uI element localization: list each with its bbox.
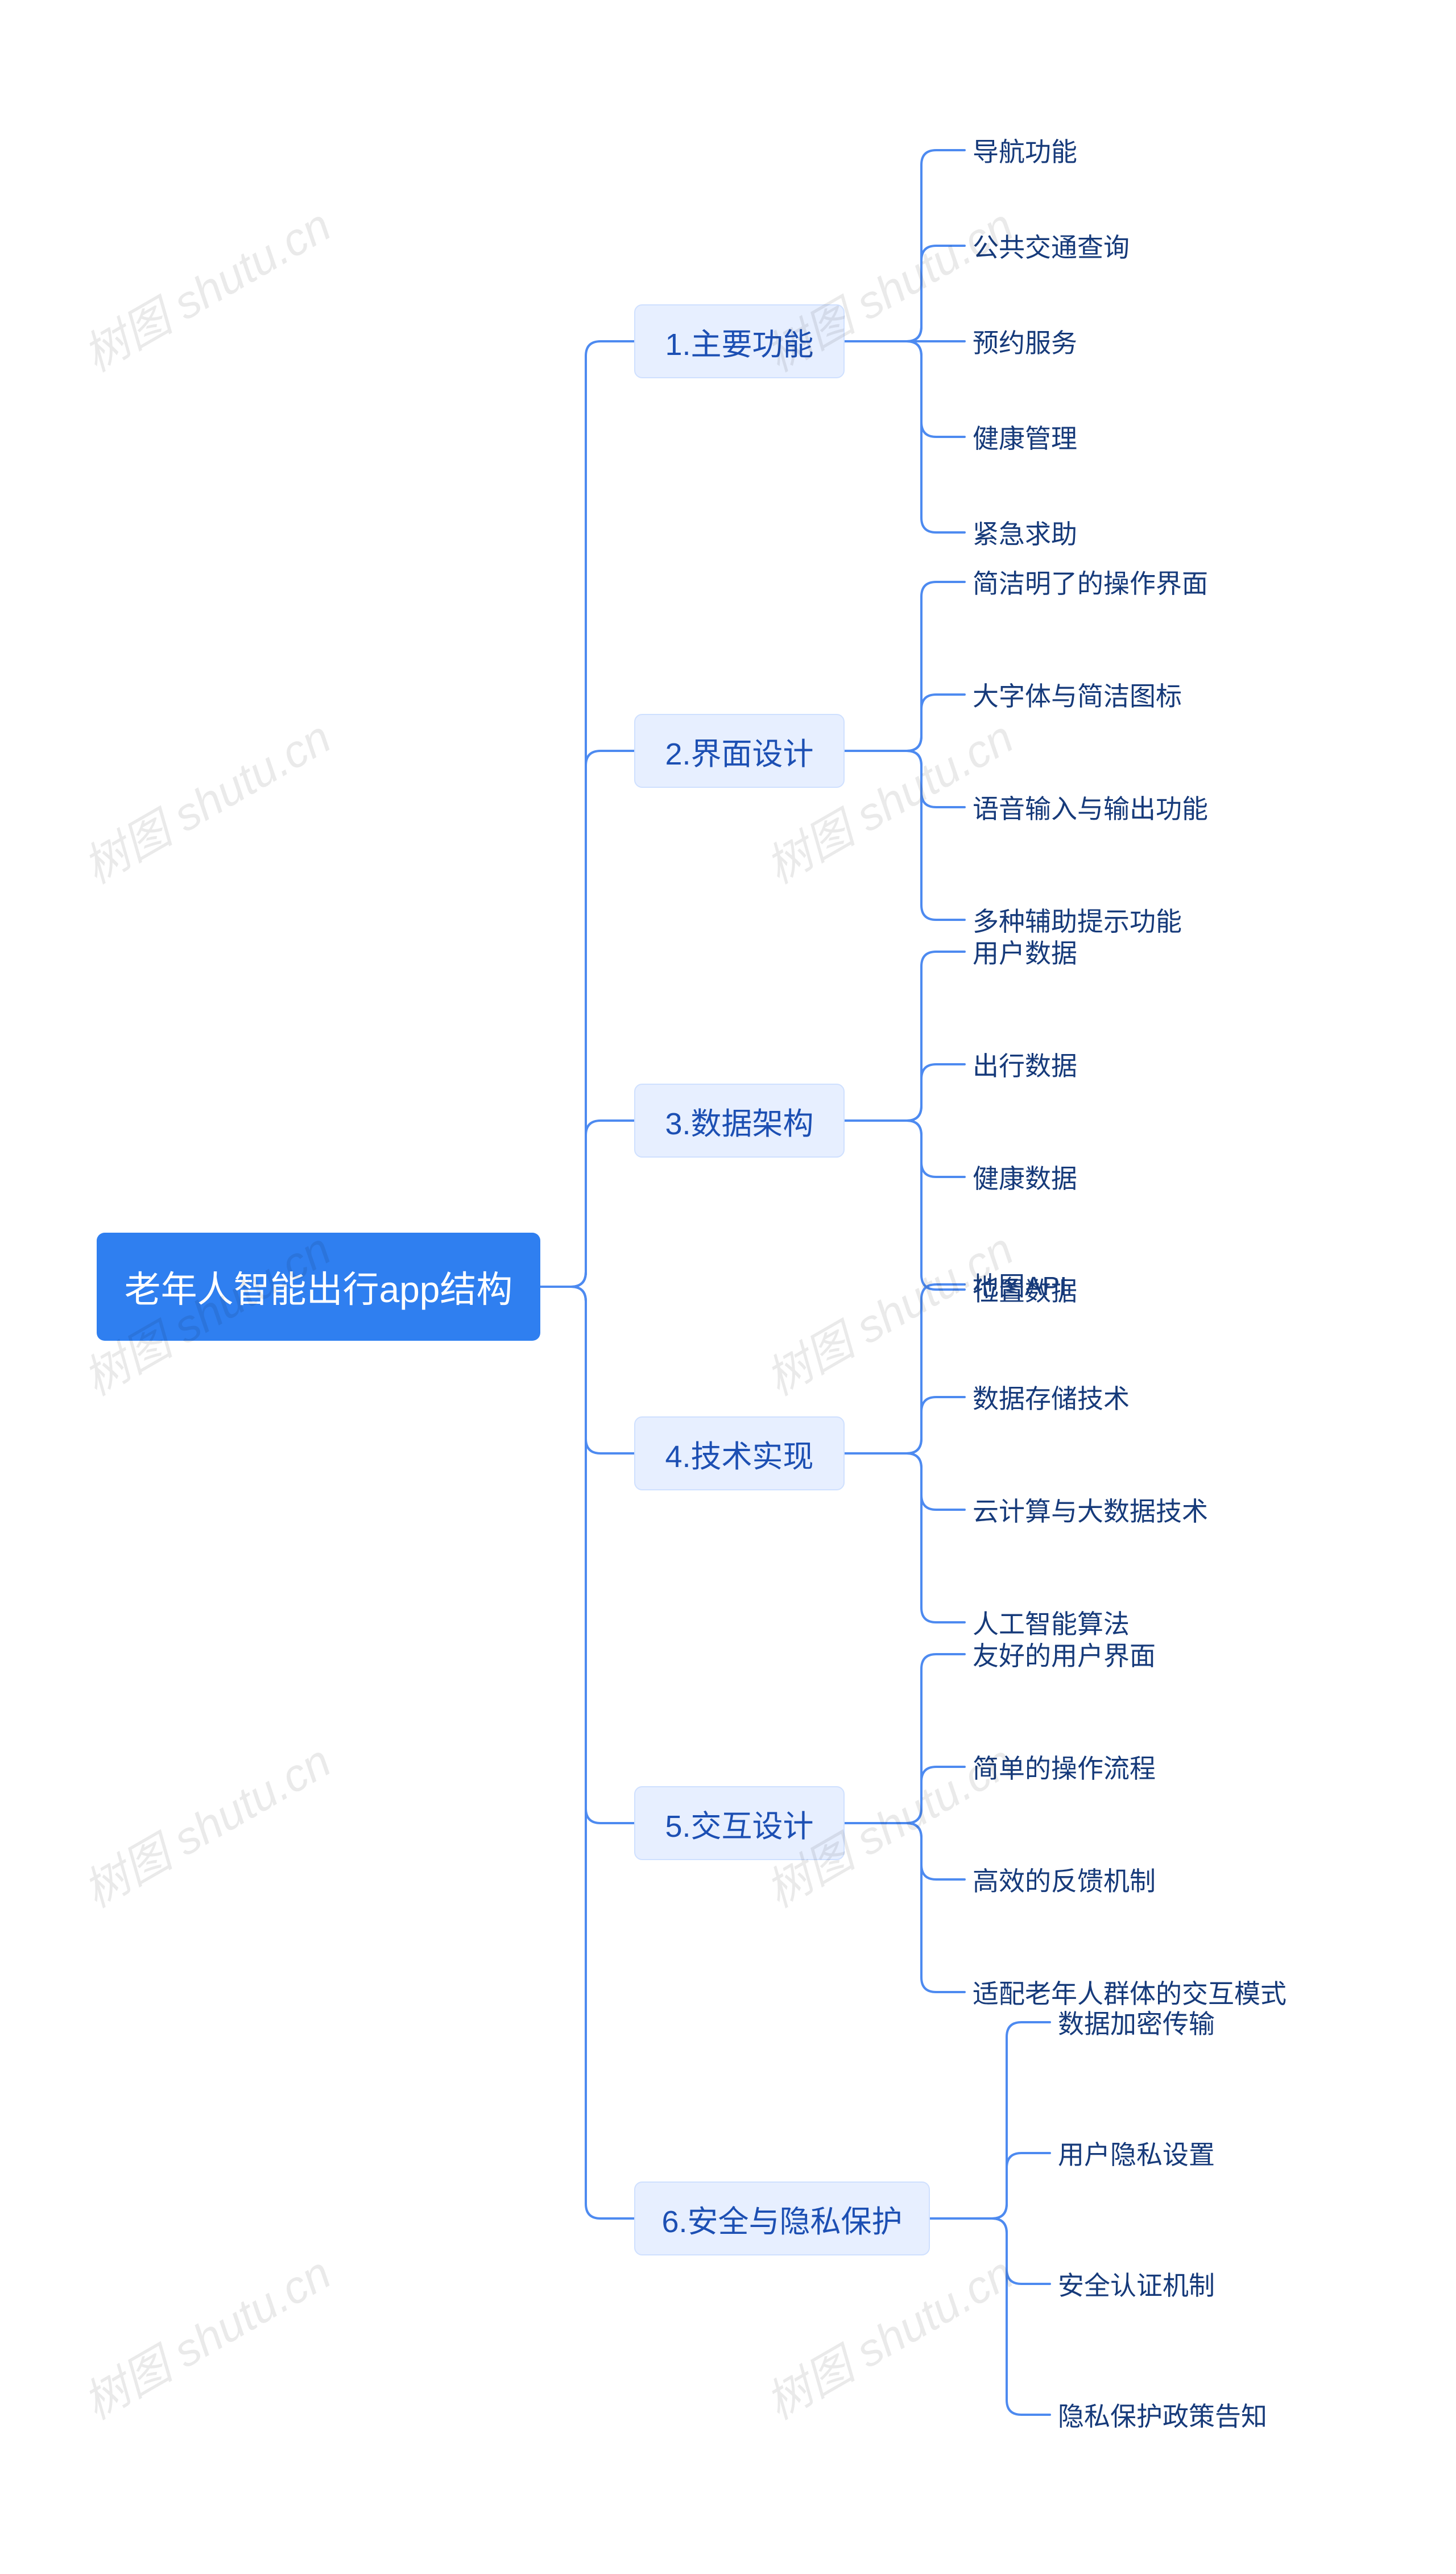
connector-path <box>845 1064 965 1121</box>
leaf-node: 数据存储技术 <box>973 1380 1130 1414</box>
leaf-node: 大字体与简洁图标 <box>973 677 1182 712</box>
leaf-node: 用户数据 <box>973 935 1077 969</box>
leaf-node: 人工智能算法 <box>973 1605 1130 1639</box>
connector-path <box>845 1823 965 1879</box>
mindmap-stage: 老年人智能出行app结构 1.主要功能 导航功能公共交通查询预约服务健康管理紧急求助… <box>0 0 1456 2574</box>
connector-path <box>845 150 965 341</box>
watermark: 树图 shutu.cn <box>69 2237 341 2432</box>
connector-path <box>540 751 634 1287</box>
connector-path <box>845 246 965 341</box>
connector-path <box>845 582 965 751</box>
connector-path <box>845 1284 965 1453</box>
leaf-node: 隐私保护政策告知 <box>1058 2398 1267 2432</box>
branch-node: 2.界面设计 <box>634 714 845 788</box>
leaf-node: 用户隐私设置 <box>1058 2136 1215 2170</box>
leaf-node: 预约服务 <box>973 324 1077 358</box>
connector-path <box>845 1397 965 1453</box>
leaf-node: 导航功能 <box>973 133 1077 167</box>
connector-path <box>540 341 634 1287</box>
connector-path <box>845 1453 965 1510</box>
connector-path <box>930 2022 1050 2218</box>
leaf-node: 多种辅助提示功能 <box>973 903 1182 937</box>
branch-node: 3.数据架构 <box>634 1084 845 1158</box>
branch-node: 1.主要功能 <box>634 304 845 378</box>
leaf-node: 数据加密传输 <box>1058 2005 1215 2039</box>
connector-path <box>930 2218 1050 2415</box>
connector-path <box>845 1767 965 1823</box>
connector-path <box>540 1287 634 1823</box>
connector-path <box>845 341 965 437</box>
connector-path <box>845 1654 965 1823</box>
connector-path <box>845 952 965 1121</box>
leaf-node: 出行数据 <box>973 1047 1077 1081</box>
watermark: 树图 shutu.cn <box>69 1725 341 1920</box>
leaf-node: 友好的用户界面 <box>973 1637 1156 1671</box>
leaf-node: 简洁明了的操作界面 <box>973 565 1208 599</box>
root-node: 老年人智能出行app结构 <box>97 1233 540 1341</box>
connector-path <box>845 1453 965 1622</box>
leaf-node: 高效的反馈机制 <box>973 1862 1156 1897</box>
leaf-node: 健康管理 <box>973 420 1077 454</box>
leaf-node: 安全认证机制 <box>1058 2267 1215 2301</box>
connector-path <box>540 1287 634 1453</box>
connector-path <box>845 1121 965 1177</box>
leaf-node: 语音输入与输出功能 <box>973 790 1208 824</box>
leaf-node: 紧急求助 <box>973 515 1077 549</box>
connector-path <box>845 341 965 532</box>
leaf-node: 健康数据 <box>973 1160 1077 1194</box>
watermark: 树图 shutu.cn <box>752 2237 1024 2432</box>
connector-path <box>540 1287 634 2218</box>
connector-path <box>540 1121 634 1287</box>
leaf-node: 公共交通查询 <box>973 229 1130 263</box>
branch-node: 5.交互设计 <box>634 1786 845 1860</box>
connector-path <box>845 751 965 807</box>
connector-path <box>845 695 965 751</box>
watermark: 树图 shutu.cn <box>69 701 341 896</box>
branch-node: 6.安全与隐私保护 <box>634 2182 930 2255</box>
connector-path <box>930 2153 1050 2218</box>
watermark: 树图 shutu.cn <box>69 189 341 385</box>
leaf-node: 地图API <box>973 1267 1067 1302</box>
connector-path <box>845 1823 965 1992</box>
connector-path <box>930 2218 1050 2284</box>
connector-path <box>845 751 965 920</box>
leaf-node: 云计算与大数据技术 <box>973 1493 1208 1527</box>
branch-node: 4.技术实现 <box>634 1416 845 1490</box>
connector-path <box>845 1121 965 1290</box>
leaf-node: 简单的操作流程 <box>973 1750 1156 1784</box>
